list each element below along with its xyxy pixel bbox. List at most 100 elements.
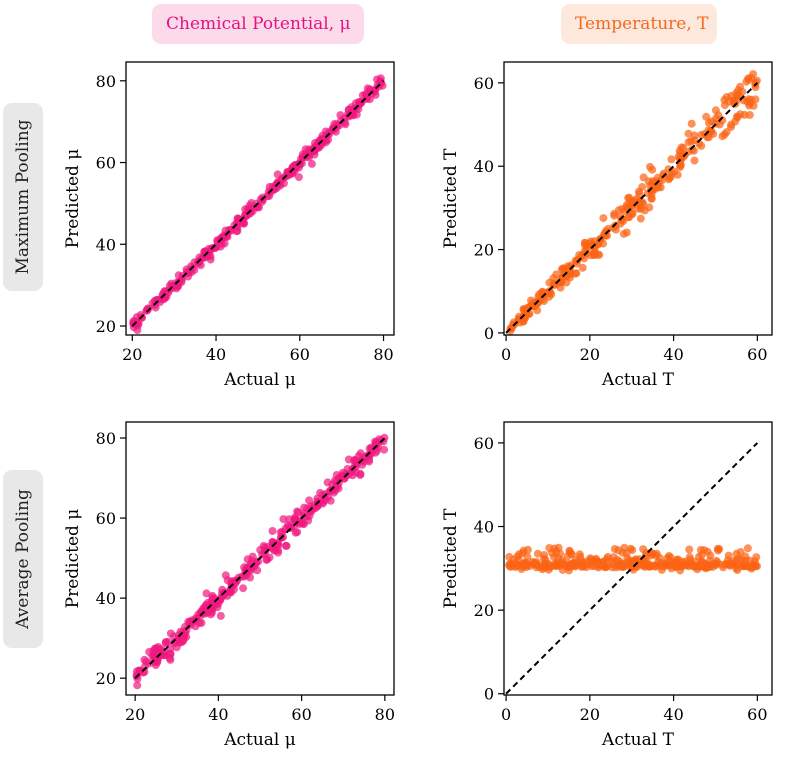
data-point (740, 110, 749, 119)
data-point (724, 551, 733, 560)
plot-frame (125, 421, 395, 696)
y-tick-label: 20 (474, 601, 494, 620)
x-axis-label: Actual μ (223, 370, 296, 390)
y-tick-label: 60 (474, 434, 494, 453)
row-header-maximum-pooling: Maximum Pooling (3, 103, 43, 291)
data-point (552, 560, 561, 569)
data-point (684, 129, 693, 138)
column-header-temperature: Temperature, T (561, 4, 717, 44)
data-point (557, 265, 566, 274)
data-point (210, 599, 219, 608)
data-point (554, 554, 562, 563)
x-tick-label: 60 (290, 345, 310, 364)
data-point (639, 545, 648, 554)
scatter-points (132, 433, 389, 690)
data-point (602, 227, 610, 236)
data-point (187, 262, 195, 271)
data-point (634, 187, 643, 196)
data-point (554, 543, 563, 552)
y-axis-label: Predicted T (441, 148, 461, 249)
data-point (732, 89, 741, 98)
y-tick-label: 0 (484, 685, 494, 704)
data-point (519, 559, 528, 568)
column-header-chemical-potential-text: Chemical Potential, μ (166, 14, 351, 34)
y-tick-label: 40 (474, 157, 494, 176)
data-point (752, 76, 761, 85)
data-point (733, 112, 741, 121)
identity-reference-line (134, 437, 386, 679)
data-point (599, 214, 608, 223)
data-point (580, 238, 589, 247)
data-point (753, 54, 761, 62)
x-tick-label: 40 (663, 345, 683, 364)
data-point (541, 555, 550, 564)
x-tick-label: 40 (208, 705, 228, 724)
data-point (154, 643, 163, 651)
y-tick-label: 20 (96, 317, 116, 336)
y-tick-label: 20 (96, 669, 116, 688)
data-point (685, 545, 694, 554)
data-point (196, 261, 205, 270)
data-point (572, 269, 581, 278)
data-point (607, 557, 616, 566)
data-point (513, 552, 522, 561)
data-point (202, 589, 211, 598)
data-point (715, 545, 724, 554)
identity-reference-line (505, 442, 759, 695)
data-point (634, 204, 643, 213)
data-point (572, 257, 581, 265)
data-point (533, 306, 542, 315)
data-point (216, 611, 225, 620)
data-point (259, 541, 268, 550)
x-axis-label: Actual T (601, 370, 675, 390)
column-header-temperature-text: Temperature, T (575, 14, 709, 34)
plot-frame (503, 421, 773, 696)
y-tick-label: 40 (96, 235, 116, 254)
data-point (326, 496, 335, 505)
data-point (736, 82, 745, 91)
y-tick-label: 0 (484, 324, 494, 343)
data-point (350, 455, 359, 464)
data-point (298, 518, 306, 527)
data-point (697, 141, 706, 150)
data-point (317, 135, 326, 144)
scatter-points (506, 54, 761, 335)
data-point (667, 155, 676, 164)
data-point (243, 555, 252, 564)
data-point (139, 668, 147, 677)
data-point (590, 248, 599, 257)
data-point (291, 528, 300, 537)
data-point (751, 560, 760, 569)
scatter-points (505, 543, 761, 575)
x-tick-label: 20 (580, 345, 600, 364)
data-point (278, 528, 287, 536)
chart-panel-4: 0 20 40 60 0 20 40 60 Actual T Predicted T (441, 421, 773, 750)
data-point (580, 254, 589, 263)
data-point (718, 116, 727, 125)
data-point (711, 106, 720, 115)
plot-frame (503, 61, 773, 336)
data-point (662, 560, 671, 569)
x-tick-label: 20 (580, 705, 600, 724)
data-point (673, 559, 682, 568)
x-tick-label: 0 (501, 345, 511, 364)
y-axis-label: Predicted T (441, 508, 461, 609)
data-point (639, 173, 648, 182)
chart-panel-3: 20 40 60 80 20 40 60 80 Actual μ Predicted μ (63, 421, 395, 750)
data-point (344, 455, 353, 464)
y-tick-label: 60 (474, 74, 494, 93)
data-point (221, 571, 230, 580)
data-point (576, 553, 585, 561)
data-point (363, 84, 372, 93)
data-point (702, 112, 711, 121)
data-point (323, 478, 332, 487)
x-tick-label: 20 (122, 345, 142, 364)
y-tick-label: 40 (474, 518, 494, 537)
data-point (294, 173, 303, 182)
data-point (533, 549, 542, 558)
y-axis-label: Predicted μ (63, 149, 83, 249)
data-point (718, 132, 727, 141)
plot-frame (125, 61, 395, 336)
data-point (659, 169, 668, 178)
data-point (371, 437, 380, 446)
